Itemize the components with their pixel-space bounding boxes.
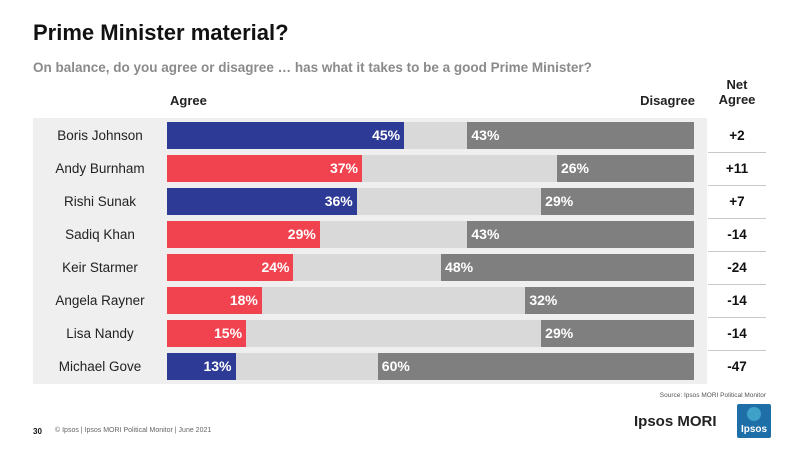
agree-bar	[167, 122, 405, 149]
chart-row: Rishi Sunak 36% 29%	[33, 185, 707, 218]
disagree-value-label: 48%	[445, 259, 474, 275]
source-note: Source: Ipsos MORI Political Monitor	[659, 392, 766, 399]
agree-value-label: 45%	[372, 127, 401, 143]
net-agree-column: +2 +11 +7 -14 -24 -14 -14 -47	[708, 118, 766, 384]
net-agree-header: Net Agree	[708, 77, 766, 107]
agree-value-label: 13%	[203, 358, 232, 374]
net-divider	[708, 185, 766, 186]
net-header-line-2: Agree	[718, 92, 756, 107]
net-divider	[708, 317, 766, 318]
category-label: Boris Johnson	[57, 128, 143, 143]
neither-segment: 29% 43%	[167, 221, 694, 248]
net-agree-value: +7	[729, 194, 745, 209]
neither-segment: 45% 43%	[167, 122, 694, 149]
net-divider	[708, 251, 766, 252]
disagree-bar	[541, 188, 694, 215]
chart-row: Andy Burnham 37% 26%	[33, 152, 707, 185]
footer-copyright: © Ipsos | Ipsos MORI Political Monitor |…	[55, 427, 212, 434]
agree-bar	[167, 353, 236, 380]
chart-plot-area: Boris Johnson 45% 43% Andy Burnham 37% 26% Ris…	[33, 118, 707, 384]
neither-segment: 37% 26%	[167, 155, 694, 182]
category-label: Andy Burnham	[55, 161, 145, 176]
disagree-bar	[441, 254, 694, 281]
category-label: Keir Starmer	[62, 260, 138, 275]
brand-name: Ipsos MORI	[634, 413, 717, 430]
disagree-value-label: 26%	[560, 160, 589, 176]
chart-row: Keir Starmer 24% 48%	[33, 251, 707, 284]
agree-value-label: 29%	[287, 226, 316, 242]
logo-text: Ipsos	[741, 424, 768, 435]
disagree-bar	[541, 320, 694, 347]
neither-segment: 13% 60%	[167, 353, 694, 380]
agree-value-label: 36%	[324, 193, 353, 209]
logo-circle	[747, 407, 761, 421]
disagree-value-label: 29%	[545, 325, 574, 341]
net-agree-value: -14	[727, 326, 747, 341]
net-agree-value: +2	[729, 128, 745, 143]
agree-value-label: 24%	[261, 259, 290, 275]
disagree-bar	[525, 287, 694, 314]
agree-bar	[167, 188, 357, 215]
disagree-bar	[377, 353, 694, 380]
chart-row: Michael Gove 13% 60%	[33, 350, 707, 383]
disagree-bar	[467, 122, 694, 149]
disagree-bar	[556, 155, 694, 182]
chart-row: Angela Rayner 18% 32%	[33, 284, 707, 317]
net-agree-value: -47	[727, 359, 747, 374]
disagree-value-label: 29%	[545, 193, 574, 209]
ipsos-logo: Ipsos	[737, 404, 771, 438]
agree-bar	[167, 254, 294, 281]
category-label: Lisa Nandy	[66, 326, 134, 341]
agree-value-label: 37%	[329, 160, 358, 176]
disagree-value-label: 43%	[471, 226, 500, 242]
chart-row: Lisa Nandy 15% 29%	[33, 317, 707, 350]
category-label: Angela Rayner	[55, 293, 145, 308]
net-agree-value: +11	[725, 161, 749, 176]
disagree-value-label: 43%	[471, 127, 500, 143]
net-header-line-1: Net	[726, 77, 748, 92]
chart-row: Sadiq Khan 29% 43%	[33, 218, 707, 251]
neither-segment: 15% 29%	[167, 320, 694, 347]
agree-value-label: 18%	[229, 292, 258, 308]
net-agree-value: -24	[727, 260, 747, 275]
net-divider	[708, 350, 766, 351]
neither-segment: 24% 48%	[167, 254, 694, 281]
disagree-value-label: 32%	[529, 292, 558, 308]
chart-title: Prime Minister material?	[33, 20, 289, 45]
net-agree-value: -14	[727, 293, 747, 308]
net-agree-value: -14	[727, 227, 747, 242]
category-label: Rishi Sunak	[63, 194, 137, 209]
agree-bar	[167, 287, 262, 314]
agree-bar	[167, 320, 247, 347]
disagree-value-label: 60%	[381, 358, 410, 374]
agree-bar	[167, 155, 362, 182]
agree-bar	[167, 221, 320, 248]
agree-header: Agree	[170, 93, 207, 108]
neither-segment: 18% 32%	[167, 287, 694, 314]
agree-value-label: 15%	[214, 325, 243, 341]
chart-row: Boris Johnson 45% 43%	[33, 119, 707, 152]
net-divider	[708, 152, 766, 153]
net-divider	[708, 284, 766, 285]
disagree-bar	[467, 221, 694, 248]
chart-subtitle: On balance, do you agree or disagree … h…	[33, 60, 592, 75]
net-divider	[708, 218, 766, 219]
neither-segment: 36% 29%	[167, 188, 694, 215]
category-label: Michael Gove	[58, 359, 142, 374]
category-label: Sadiq Khan	[65, 227, 135, 242]
disagree-header: Disagree	[640, 93, 695, 108]
page-number: 30	[33, 427, 42, 436]
